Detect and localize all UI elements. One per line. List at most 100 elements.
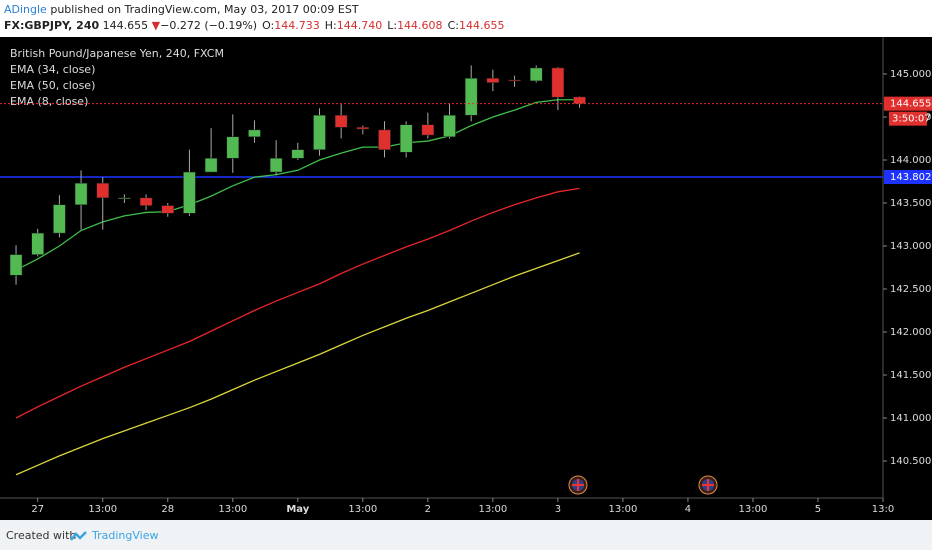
published: published on TradingView.com, May 03, 20… <box>50 3 359 16</box>
y-tick-label: 142.500 <box>890 284 931 295</box>
candle-body <box>161 205 175 214</box>
footer: Created with TradingView <box>0 520 932 550</box>
candle <box>443 104 456 139</box>
candle <box>378 121 391 158</box>
ohlc-value: 144.733 <box>274 19 320 32</box>
candle-body <box>378 129 391 150</box>
event-icon <box>568 475 588 495</box>
candle <box>508 75 521 87</box>
candle-body <box>313 115 326 150</box>
candle <box>269 140 283 176</box>
x-tick-label: 13:00 <box>608 504 637 515</box>
ohlc-key: H: <box>324 19 337 32</box>
chart-background <box>0 37 932 520</box>
ohlc-value: 144.740 <box>336 19 383 32</box>
last-price-box <box>884 96 932 111</box>
candle <box>9 245 23 285</box>
x-tick-label: 13:0 <box>872 504 894 515</box>
candle-body <box>399 124 413 153</box>
x-tick-label: 13:00 <box>739 504 768 515</box>
candle-body <box>74 182 88 205</box>
level-label: 143.802 <box>890 172 931 183</box>
countdown-label: 3:50:07 <box>892 114 931 125</box>
x-tick-label: 28 <box>161 504 174 515</box>
level-label-box <box>884 170 932 185</box>
candle-body <box>31 232 44 255</box>
candle-body <box>334 115 348 128</box>
ohlc-key: C: <box>447 19 459 32</box>
candle <box>74 170 88 230</box>
candle <box>313 108 326 156</box>
candle-body <box>464 78 478 116</box>
y-tick-label: 143.500 <box>890 198 931 209</box>
x-tick-label: May <box>286 504 309 515</box>
candle-body <box>96 182 109 199</box>
candle-body <box>421 124 435 136</box>
candle-body <box>291 149 305 159</box>
header: ADingle published on TradingView.com, Ma… <box>4 2 504 34</box>
y-tick-label: 144.000 <box>890 155 931 166</box>
candle <box>53 195 66 238</box>
logo <box>70 531 87 541</box>
y-tick-label: 140.500 <box>890 456 931 467</box>
candle-body <box>248 129 261 138</box>
legend-entry: EMA (50, close) <box>10 79 95 92</box>
candle-body <box>226 136 240 159</box>
created: Created with <box>6 529 77 542</box>
candle <box>356 125 370 135</box>
x-tick-label: 2 <box>425 504 431 515</box>
candle-body <box>508 79 521 82</box>
ohlc-key: L: <box>387 19 398 32</box>
candle <box>183 149 196 216</box>
x-tick-label: 13:00 <box>348 504 377 515</box>
candle <box>421 112 435 139</box>
x-tick-label: 3 <box>555 504 561 515</box>
countdown-box <box>889 111 927 126</box>
event-icon <box>698 475 718 495</box>
last: 144.655 <box>102 19 149 32</box>
candle <box>529 65 543 83</box>
brand[interactable]: TradingView <box>92 529 159 542</box>
ohlc: O:144.733 H:144.740 L:144.608 C:144.655 <box>257 19 504 32</box>
legend-entry: EMA (34, close) <box>10 63 95 76</box>
y-tick-label: 145.000 <box>890 69 931 80</box>
ohlc-key: O: <box>262 19 275 32</box>
candle <box>399 121 413 158</box>
ema-line <box>15 99 580 271</box>
candle-body <box>356 127 370 130</box>
x-tick-label: 4 <box>685 504 691 515</box>
candle-body <box>269 158 283 173</box>
candle <box>486 69 500 92</box>
candle-body <box>443 115 456 138</box>
ohlc-value: 144.608 <box>397 19 443 32</box>
candle-body <box>573 96 586 104</box>
chart-title: British Pound/Japanese Yen, 240, FXCM <box>10 47 224 60</box>
candle <box>248 120 261 143</box>
candle <box>31 228 44 257</box>
candle-body <box>486 78 500 83</box>
candle <box>139 194 153 210</box>
candle <box>118 194 131 203</box>
legend-entry: EMA (8, close) <box>10 95 88 108</box>
x-tick-label: 13:00 <box>218 504 247 515</box>
candle <box>161 202 175 217</box>
candle-body <box>118 197 131 200</box>
candle-body <box>529 67 543 82</box>
candle <box>573 96 586 108</box>
arrow: ▼ <box>151 19 161 32</box>
author[interactable]: ADingle <box>4 3 47 16</box>
ema-line <box>15 187 580 419</box>
candle <box>334 104 348 139</box>
ohlc-value: 144.655 <box>458 19 505 32</box>
candle-body <box>183 171 196 214</box>
y-tick-label: 143.000 <box>890 241 931 252</box>
y-tick-label: 141.000 <box>890 413 931 424</box>
x-tick-label: 13:00 <box>478 504 507 515</box>
candle <box>226 114 240 173</box>
y-tick-label: 141.500 <box>890 370 931 381</box>
candle-body <box>139 197 153 206</box>
candle <box>464 65 478 122</box>
x-tick-label: 13:00 <box>88 504 117 515</box>
